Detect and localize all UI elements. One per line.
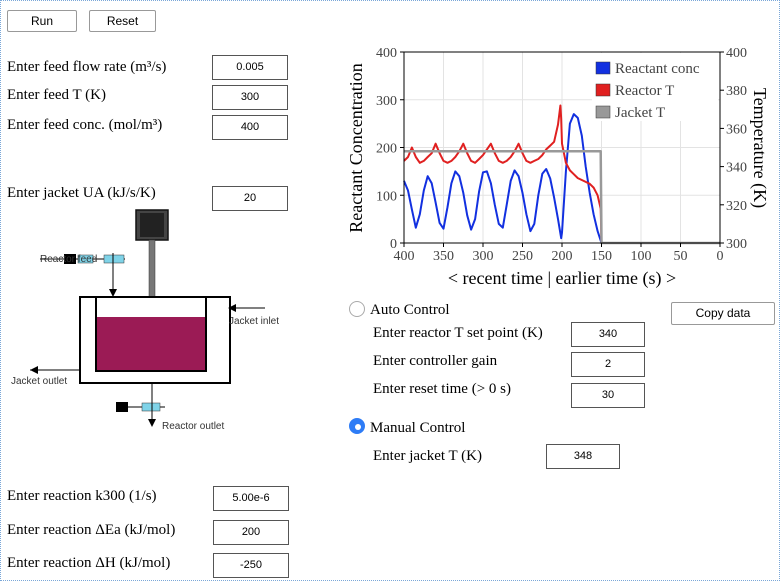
reactor-outlet-label: Reactor outlet — [162, 421, 224, 432]
y-axis-title: Reactant Concentration — [346, 63, 366, 232]
jacket-outlet-label: Jacket outlet — [11, 376, 67, 387]
y2-tick-label: 340 — [726, 161, 747, 176]
legend-label: Reactor T — [615, 83, 674, 99]
jacket-inlet-label: Jacket inlet — [229, 316, 279, 327]
legend-label: Reactant conc — [615, 61, 700, 77]
y2-tick-label: 400 — [726, 46, 747, 61]
jacket-ua-label: Enter jacket UA (kJ/s/K) — [7, 185, 156, 201]
legend-swatch — [595, 83, 611, 97]
feed-conc-input[interactable]: 400 — [212, 115, 288, 140]
process-chart: 400 350 300 250 200 150 100 50 0 0 100 200 300 400 300… — [346, 46, 770, 289]
manual-control-radio[interactable] — [349, 418, 365, 434]
jacket-ua-input[interactable]: 20 — [212, 186, 288, 211]
legend-swatch — [595, 61, 611, 75]
feed-conc-label: Enter feed conc. (mol/m³) — [7, 117, 163, 133]
x-tick-label: 0 — [717, 249, 724, 264]
outlet-pump-icon — [116, 402, 128, 412]
series-line-reactant-conc — [403, 113, 720, 244]
jacket-t-label: Enter jacket T (K) — [373, 448, 482, 464]
reactor-diagram: Reactor feed Jacket inlet Jacket outlet … — [11, 209, 279, 432]
feed-temp-label: Enter feed T (K) — [7, 87, 106, 103]
run-button[interactable]: Run — [7, 10, 77, 32]
jacket-t-input[interactable]: 348 — [546, 444, 620, 469]
k300-label: Enter reaction k300 (1/s) — [7, 488, 157, 504]
reset-time-input[interactable]: 30 — [571, 383, 645, 408]
copy-data-button[interactable]: Copy data — [671, 302, 775, 325]
setpoint-label: Enter reactor T set point (K) — [373, 325, 543, 341]
legend-box — [592, 53, 718, 121]
reset-button[interactable]: Reset — [89, 10, 156, 32]
y-tick-label: 300 — [376, 94, 397, 109]
manual-control-label: Manual Control — [370, 420, 466, 436]
reset-time-label: Enter reset time (> 0 s) — [373, 381, 511, 397]
x-tick-label: 300 — [473, 249, 494, 264]
gain-label: Enter controller gain — [373, 353, 498, 369]
setpoint-input[interactable]: 340 — [571, 322, 645, 347]
reactor-liquid — [97, 317, 205, 370]
y2-tick-label: 360 — [726, 122, 747, 137]
x-tick-label: 400 — [394, 249, 415, 264]
y-tick-label: 200 — [376, 142, 397, 157]
legend-swatch — [595, 105, 611, 119]
outlet-valve-icon — [141, 402, 161, 412]
feed-flow-input[interactable]: 0.005 — [212, 55, 288, 80]
x-tick-label: 50 — [674, 249, 688, 264]
x-tick-label: 200 — [552, 249, 573, 264]
y2-tick-label: 320 — [726, 199, 747, 214]
x-axis-title: < recent time | earlier time (s) > — [448, 268, 676, 289]
x-tick-label: 150 — [591, 249, 612, 264]
y2-axis-title: Temperature (K) — [749, 88, 770, 208]
x-tick-label: 350 — [433, 249, 454, 264]
feed-pump-icon — [64, 254, 76, 264]
legend-label: Jacket T — [615, 105, 665, 121]
ea-label: Enter reaction ΔEa (kJ/mol) — [7, 522, 176, 538]
x-tick-label: 100 — [631, 249, 652, 264]
dh-input[interactable]: -250 — [213, 553, 289, 578]
y-tick-label: 100 — [376, 189, 397, 204]
x-tick-label: 250 — [512, 249, 533, 264]
reactor-feed-label: Reactor feed — [40, 254, 97, 265]
auto-control-label: Auto Control — [370, 302, 450, 318]
feed-valve-icon — [77, 254, 94, 264]
y-tick-label: 400 — [376, 46, 397, 61]
y2-tick-label: 380 — [726, 84, 747, 99]
y-tick-label: 0 — [390, 237, 397, 252]
feed-flow-label: Enter feed flow rate (m³/s) — [7, 59, 167, 75]
dh-label: Enter reaction ΔH (kJ/mol) — [7, 555, 171, 571]
k300-input[interactable]: 5.00e-6 — [213, 486, 289, 511]
gain-input[interactable]: 2 — [571, 352, 645, 377]
ea-input[interactable]: 200 — [213, 520, 289, 545]
y2-tick-label: 300 — [726, 237, 747, 252]
feed-temp-input[interactable]: 300 — [212, 85, 288, 110]
auto-control-radio[interactable] — [349, 301, 365, 317]
